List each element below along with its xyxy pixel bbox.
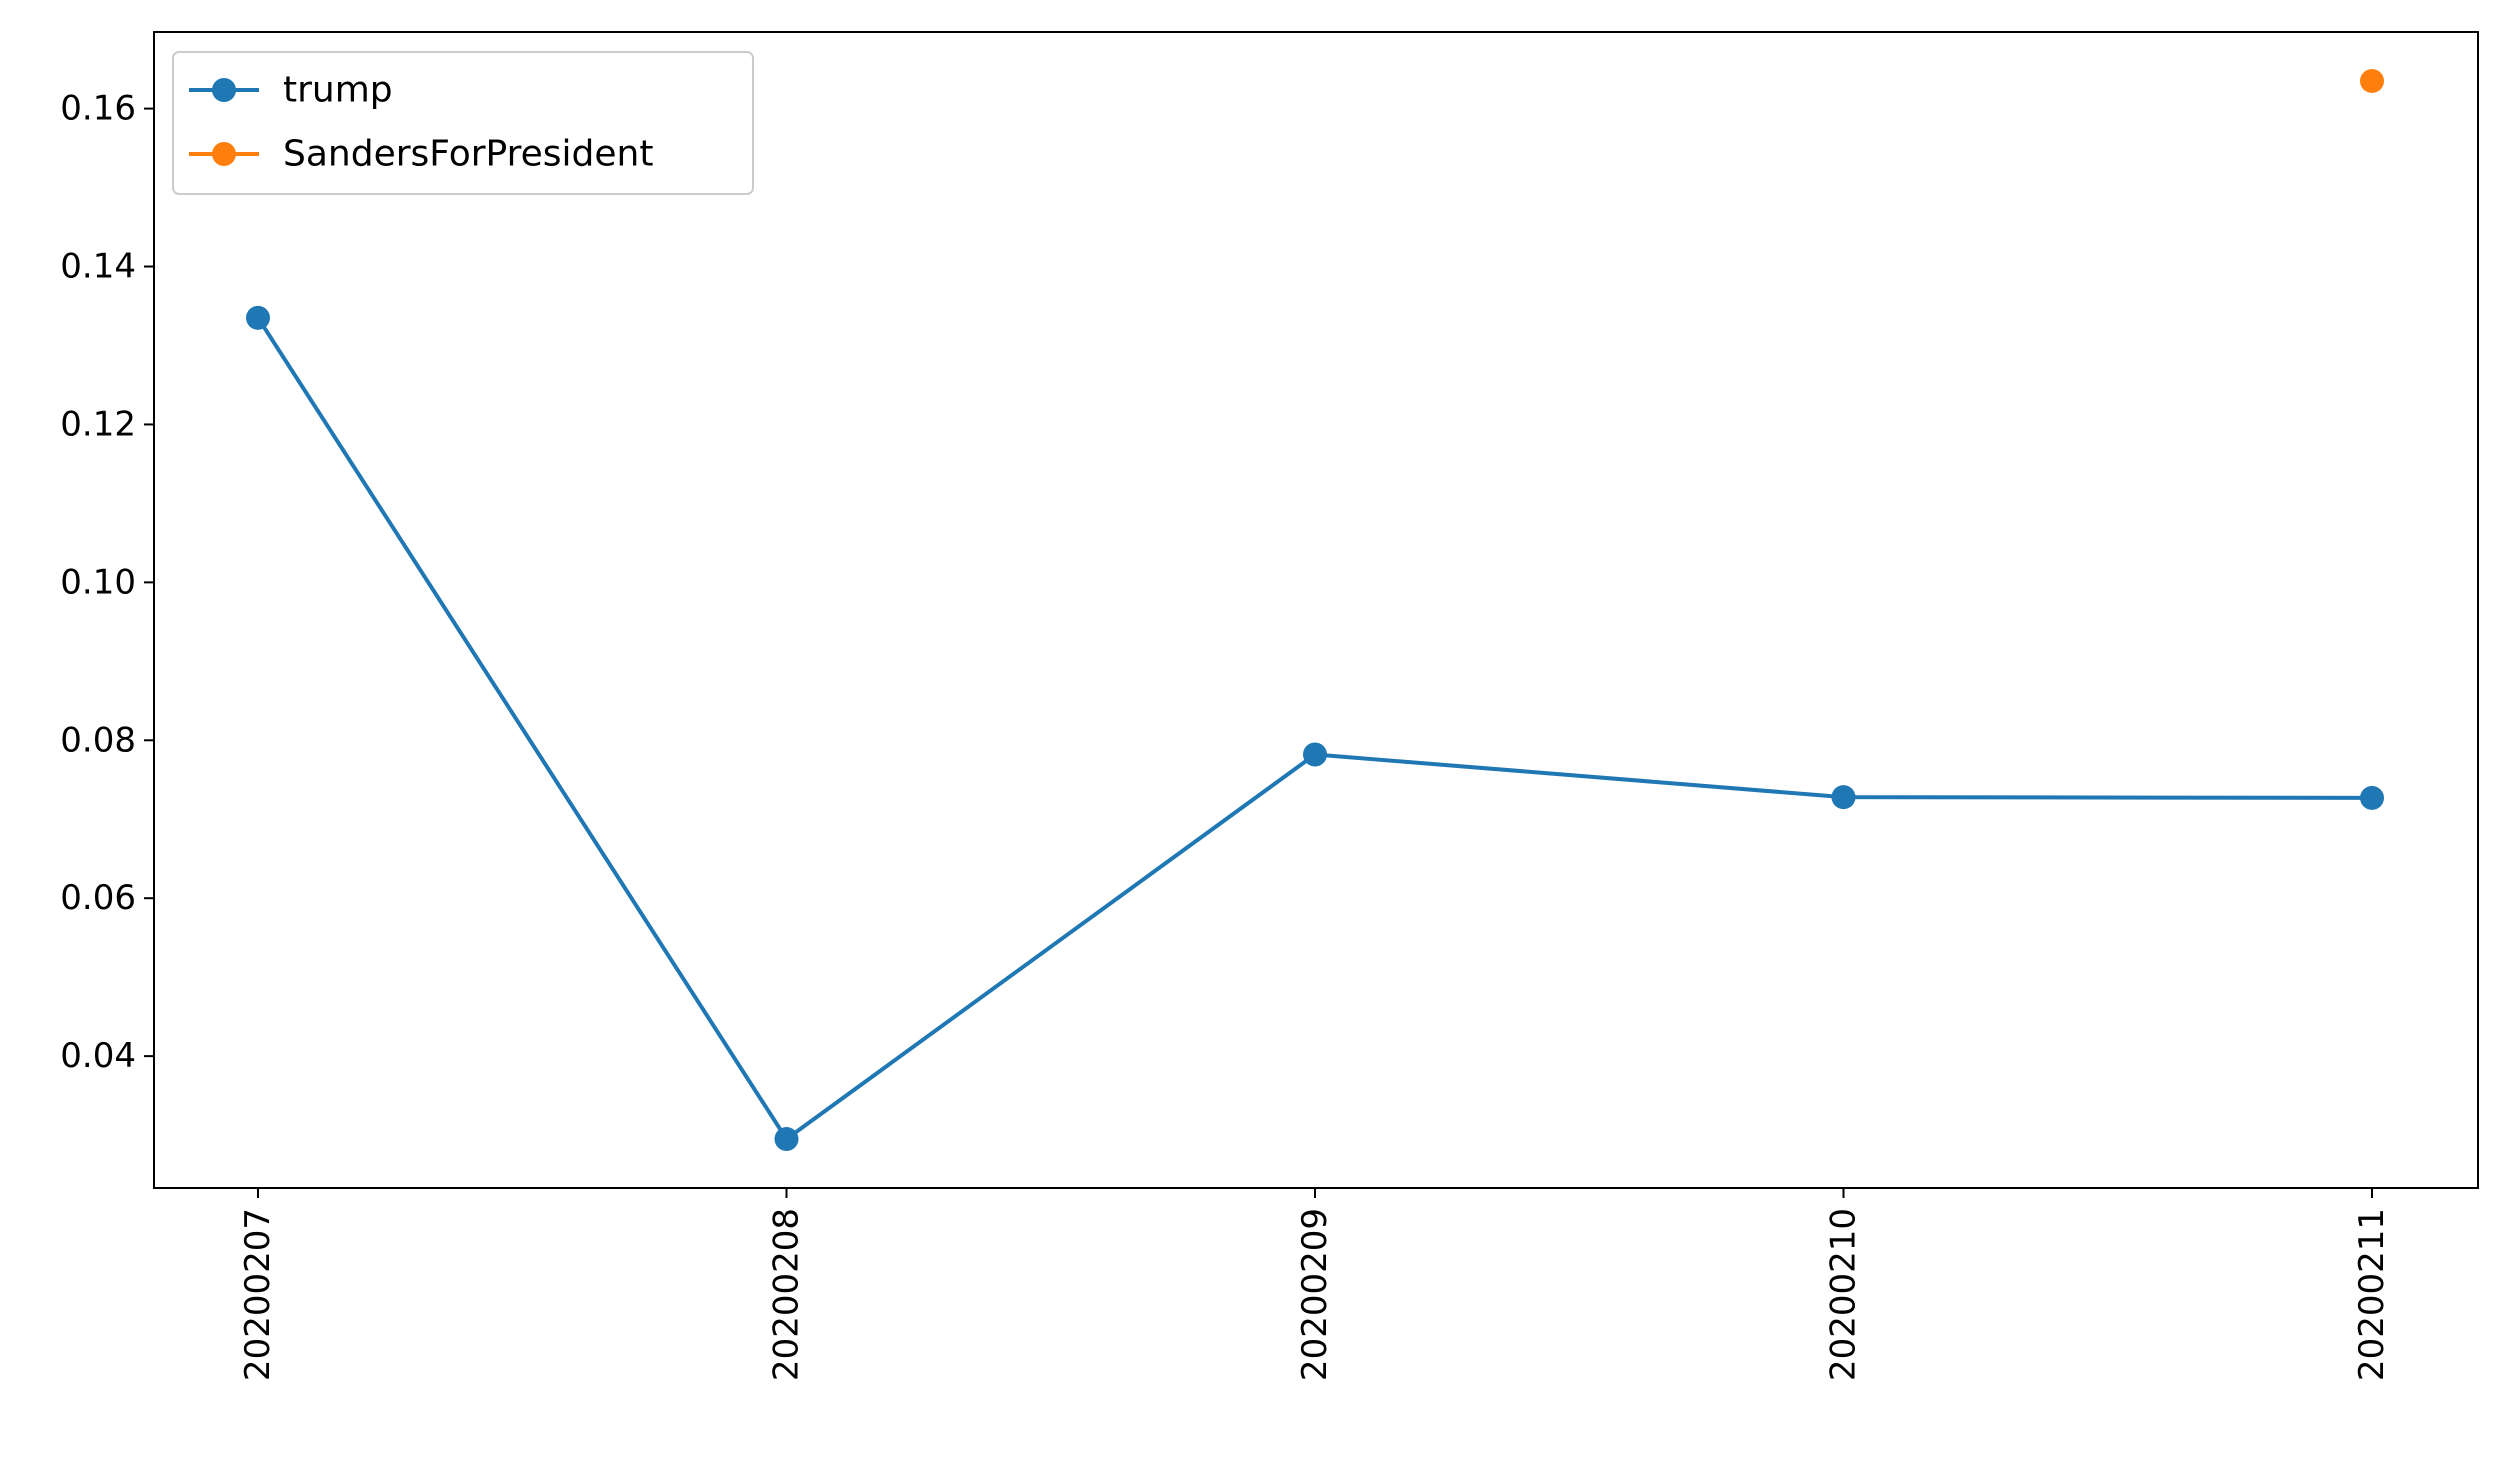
legend: trump SandersForPresident — [172, 51, 754, 195]
x-tick-label: 20200207 — [238, 1208, 278, 1381]
y-tick-label: 0.16 — [60, 89, 136, 129]
y-tick-label: 0.04 — [60, 1036, 136, 1076]
x-tick-label: 20200209 — [1295, 1208, 1335, 1381]
data-point — [774, 1127, 799, 1152]
x-tick-label: 20200210 — [1824, 1208, 1864, 1381]
data-point — [2360, 68, 2384, 93]
axes: 0.04 0.06 0.08 0.10 0.12 0.14 0.16 20200207 2020… — [60, 31, 2479, 1381]
legend-marker — [212, 78, 236, 102]
y-tick-label: 0.06 — [60, 878, 136, 918]
legend-label: SandersForPresident — [283, 134, 653, 175]
data-point — [1831, 785, 1856, 810]
plot-area — [246, 68, 2384, 1152]
legend-label: trump — [283, 70, 393, 111]
data-point — [2360, 785, 2384, 810]
y-tick-label: 0.10 — [60, 562, 136, 602]
y-tick-label: 0.08 — [60, 720, 136, 760]
data-point — [1303, 742, 1327, 767]
data-point — [246, 305, 270, 330]
legend-marker — [212, 142, 236, 166]
y-tick-label: 0.12 — [60, 404, 136, 444]
x-tick-label: 20200211 — [2352, 1208, 2392, 1381]
legend-box — [172, 51, 754, 195]
x-tick-label: 20200208 — [767, 1208, 807, 1381]
y-tick-label: 0.14 — [60, 247, 136, 287]
